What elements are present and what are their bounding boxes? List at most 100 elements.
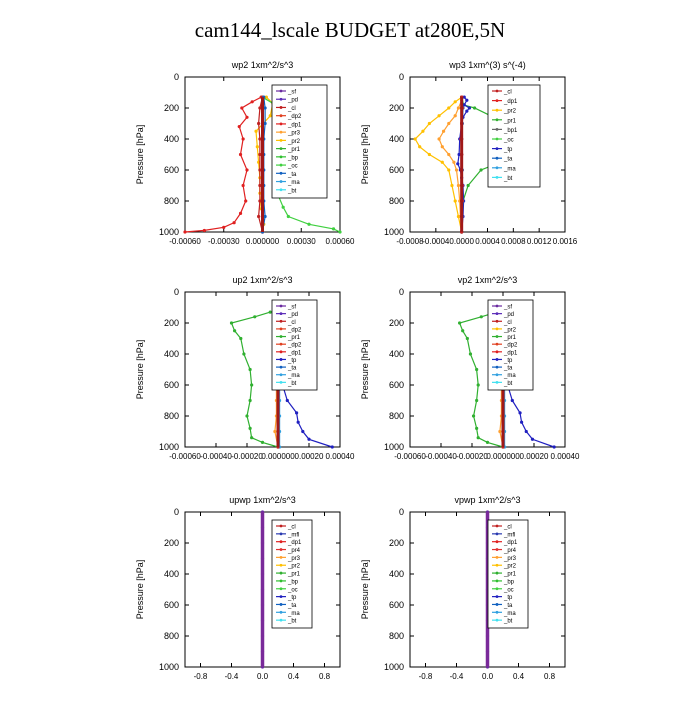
series-point-pr3	[456, 183, 461, 188]
y-tick-label: 400	[389, 349, 404, 359]
y-tick-label: 200	[389, 103, 404, 113]
legend-label: _tp	[503, 147, 513, 153]
y-tick-label: 0	[399, 507, 404, 517]
legend-marker	[279, 540, 283, 544]
legend-marker	[495, 579, 499, 583]
series-line-dp1	[184, 96, 262, 233]
series-point-pr1	[461, 329, 465, 333]
series-point-dp1	[222, 225, 226, 229]
legend-marker	[279, 163, 283, 167]
x-tick-label: -0.00040	[425, 452, 457, 461]
series-point-pr3	[273, 429, 277, 434]
series-point-tp	[520, 420, 524, 424]
legend-marker	[495, 118, 499, 122]
legend-marker	[279, 171, 283, 175]
series-point-pr2	[418, 145, 422, 149]
legend-label: _ta	[503, 603, 513, 609]
legend-label: _pr2	[503, 564, 517, 570]
series-point-tp	[462, 103, 466, 107]
legend-marker	[279, 587, 283, 591]
legend-marker	[495, 373, 499, 377]
series-point-pr1	[472, 106, 477, 110]
series-point-pr1	[248, 367, 252, 372]
series-point-cl	[257, 214, 261, 219]
y-axis-label: Pressure [hPa]	[360, 340, 370, 400]
y-tick-label: 1000	[384, 662, 404, 672]
legend-marker	[495, 524, 499, 528]
plot-title: wp3 1xm^(3) s^(-4)	[448, 60, 525, 70]
legend-label: _ma	[503, 611, 516, 617]
x-tick-label: 0.000000	[246, 237, 280, 246]
legend-marker	[279, 524, 283, 528]
legend-marker	[495, 99, 499, 102]
series-point-tp	[295, 411, 299, 415]
series-point-oc	[338, 230, 342, 234]
x-tick-label: 0.00040	[326, 452, 355, 461]
y-axis-label: Pressure [hPa]	[360, 560, 370, 620]
legend-box	[271, 519, 313, 629]
series-point-pr1	[476, 383, 480, 387]
legend-label: _pr3	[287, 556, 301, 562]
x-tick-label: 0.00020	[520, 452, 549, 461]
legend-box	[487, 519, 529, 629]
series-point-pr1	[250, 383, 254, 387]
plot-title: wp2 1xm^2/s^3	[231, 60, 293, 70]
legend-label: _mfl	[287, 532, 299, 538]
y-tick-label: 1000	[159, 662, 179, 672]
legend-label: _pr1	[503, 118, 517, 124]
x-tick-label: -0.4	[450, 672, 464, 681]
legend-marker	[279, 122, 283, 126]
series-point-cl	[258, 183, 262, 188]
series-point-dp1	[238, 152, 243, 157]
legend-label: _bt	[287, 188, 297, 194]
series-point-pr1	[475, 367, 479, 372]
series-point-pr2	[264, 95, 268, 99]
series-point-tp	[456, 162, 460, 166]
x-tick-label: -0.00020	[231, 452, 263, 461]
series-point-oc	[281, 205, 285, 209]
legend-label: _dp1	[287, 122, 302, 128]
series-point-pr2	[413, 137, 417, 141]
legend-marker	[279, 373, 283, 377]
series-point-tp	[285, 398, 289, 403]
legend-label: _tp	[287, 358, 297, 364]
legend-marker	[495, 304, 499, 308]
legend-label: _ta	[503, 366, 513, 372]
legend-label: _pd	[287, 98, 298, 104]
y-tick-label: 600	[164, 600, 179, 610]
x-tick-label: 0.4	[513, 672, 525, 681]
series-point-pr3	[441, 129, 446, 133]
legend-marker	[279, 610, 283, 614]
legend-marker	[279, 138, 283, 142]
series-point-pr1	[471, 414, 476, 418]
y-tick-label: 800	[389, 411, 404, 421]
series-point-pr3	[447, 152, 451, 157]
series-point-pr1	[239, 336, 243, 341]
y-axis-label: Pressure [hPa]	[135, 340, 145, 400]
y-tick-label: 600	[389, 380, 404, 390]
series-point-dp1	[245, 168, 249, 172]
plot-title: up2 1xm^2/s^3	[233, 275, 293, 285]
y-tick-label: 800	[164, 631, 179, 641]
series-point-pr2	[453, 100, 457, 104]
legend-label: _dp2	[287, 327, 302, 333]
legend-marker	[495, 176, 499, 179]
series-point-cl	[258, 152, 262, 157]
legend-label: _ma	[287, 611, 300, 617]
y-tick-label: 0	[174, 72, 179, 82]
legend-label: _cl	[287, 320, 296, 326]
legend-marker	[495, 335, 499, 338]
legend-marker	[279, 335, 283, 338]
legend-marker	[495, 603, 499, 606]
x-tick-label: 0.000000	[486, 452, 520, 461]
legend-label: _bt	[503, 619, 513, 625]
legend-label: _dp2	[287, 343, 302, 349]
series-point-pr1	[260, 440, 265, 444]
legend-marker	[495, 618, 499, 622]
legend-marker	[279, 147, 283, 151]
series-point-tp	[467, 106, 472, 110]
legend-marker	[279, 312, 283, 316]
y-tick-label: 400	[389, 569, 404, 579]
y-tick-label: 800	[389, 196, 404, 206]
legend-marker	[495, 166, 499, 170]
